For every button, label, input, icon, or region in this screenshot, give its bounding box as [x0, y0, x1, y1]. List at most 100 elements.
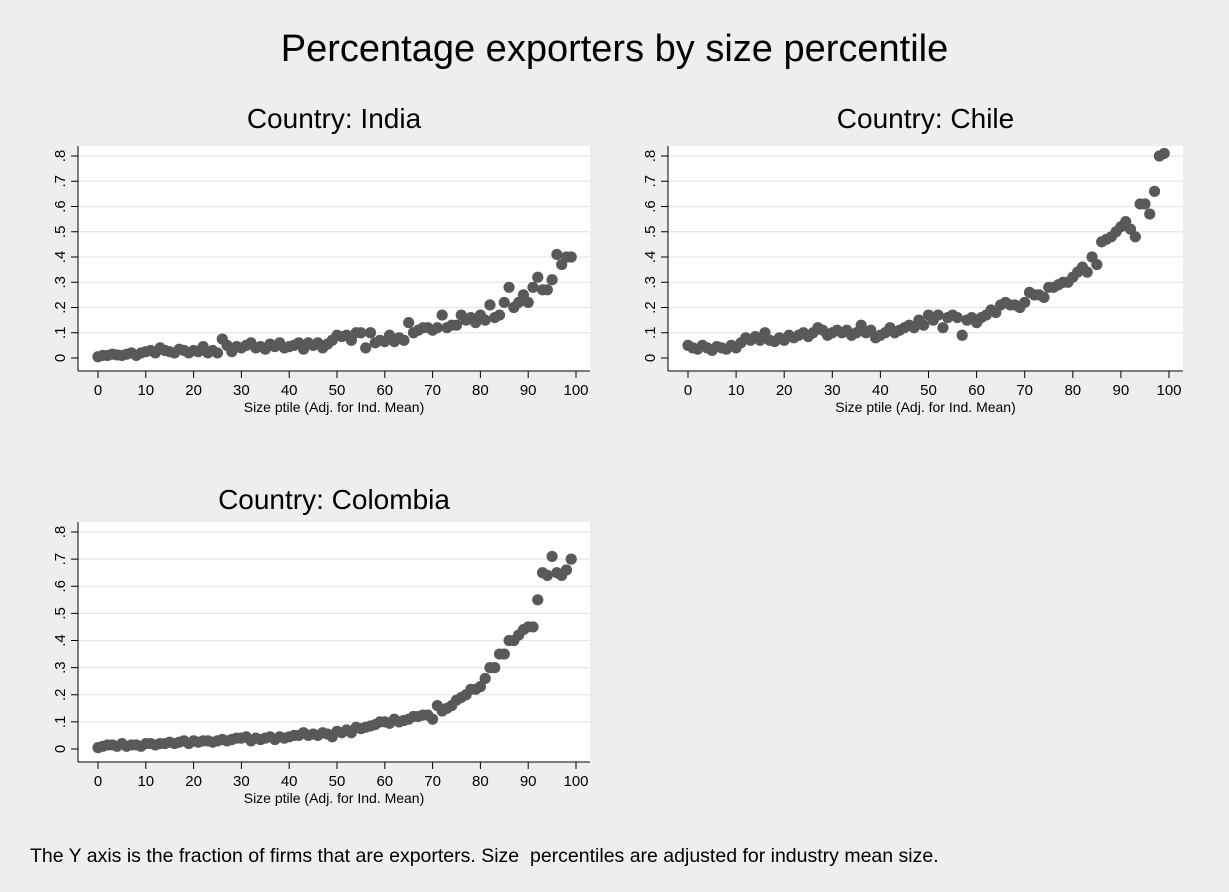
panel-title-colombia: Country: Colombia: [218, 484, 450, 515]
x-tick-label-chile-5: 50: [920, 382, 937, 399]
y-tick-label-india-0: 0: [52, 354, 69, 362]
point-chile-93: [1129, 231, 1141, 243]
x-tick-label-india-3: 30: [233, 382, 250, 399]
point-chile-96: [1144, 208, 1156, 220]
y-tick-label-colombia-7: .7: [52, 553, 69, 566]
point-chile-83: [1081, 266, 1093, 278]
x-tick-label-india-6: 60: [376, 382, 393, 399]
point-chile-49: [918, 319, 930, 331]
y-tick-label-colombia-6: .6: [52, 580, 69, 593]
y-tick-label-colombia-4: .4: [52, 634, 69, 647]
panel-title-india: Country: India: [247, 103, 422, 134]
x-axis-title-colombia: Size ptile (Adj. for Ind. Mean): [244, 790, 425, 806]
x-tick-label-colombia-0: 0: [94, 773, 102, 790]
y-tick-label-chile-2: .2: [642, 301, 659, 314]
x-tick-label-india-0: 0: [94, 382, 102, 399]
x-tick-label-colombia-1: 10: [137, 773, 154, 790]
x-tick-label-colombia-5: 50: [329, 773, 346, 790]
point-chile-85: [1091, 258, 1103, 271]
point-india-94: [541, 284, 553, 296]
y-tick-label-colombia-5: .5: [52, 607, 69, 620]
point-india-56: [360, 342, 372, 354]
y-tick-label-india-8: .8: [52, 150, 69, 163]
point-colombia-94: [541, 569, 553, 582]
x-tick-label-india-5: 50: [329, 382, 346, 399]
point-chile-99: [1158, 147, 1170, 160]
point-india-84: [493, 309, 506, 321]
x-tick-label-chile-2: 20: [776, 382, 793, 399]
x-tick-label-chile-8: 80: [1064, 382, 1081, 399]
point-india-82: [484, 299, 496, 311]
x-tick-label-colombia-10: 100: [563, 773, 588, 790]
x-tick-label-colombia-7: 70: [424, 773, 441, 790]
point-colombia-70: [427, 713, 439, 725]
y-tick-label-colombia-0: 0: [52, 745, 69, 753]
y-tick-label-chile-4: .4: [642, 251, 659, 264]
x-tick-label-colombia-3: 30: [233, 773, 250, 790]
point-india-75: [450, 319, 463, 331]
y-tick-label-colombia-3: .3: [52, 661, 69, 674]
point-chile-52: [932, 309, 944, 321]
chart-india: 0 .1 .2 .3 .4 .5 .6 .7 .8 0 10 20 30 40 50 60 70 80 90 100 S…: [52, 103, 590, 415]
point-india-91: [527, 281, 539, 293]
point-colombia-92: [532, 594, 544, 606]
point-india-86: [503, 281, 515, 293]
x-tick-label-india-9: 90: [520, 382, 537, 399]
y-tick-label-india-4: .4: [52, 251, 69, 264]
figure-caption: The Y axis is the fraction of firms that…: [30, 845, 939, 867]
x-tick-label-chile-0: 0: [684, 382, 692, 399]
point-india-99: [565, 251, 577, 263]
point-chile-70: [1019, 296, 1031, 309]
point-colombia-99: [565, 553, 577, 565]
chart-colombia: 0 .1 .2 .3 .4 .5 .6 .7 .8 0 10 20 30 40 50 60 70 80 90 100 S…: [52, 484, 590, 806]
y-tick-label-india-6: .6: [52, 200, 69, 213]
x-tick-label-chile-10: 100: [1156, 382, 1181, 399]
point-india-57: [364, 327, 377, 339]
panel-title-chile: Country: Chile: [837, 103, 1014, 134]
point-india-90: [522, 296, 534, 309]
y-tick-label-colombia-1: .1: [52, 716, 69, 729]
point-chile-57: [956, 329, 968, 341]
x-tick-label-chile-6: 60: [968, 382, 985, 399]
point-chile-56: [951, 312, 963, 324]
y-tick-label-chile-7: .7: [642, 175, 659, 188]
x-axis-title-chile: Size ptile (Adj. for Ind. Mean): [835, 399, 1016, 415]
x-tick-label-india-1: 10: [137, 382, 154, 399]
point-india-55: [355, 327, 367, 339]
x-tick-label-chile-7: 70: [1016, 382, 1033, 399]
y-tick-label-chile-0: 0: [642, 354, 659, 362]
y-tick-label-india-1: .1: [52, 326, 69, 339]
x-tick-label-india-8: 80: [472, 382, 489, 399]
point-colombia-80: [474, 681, 486, 693]
x-tick-label-colombia-9: 90: [520, 773, 537, 790]
y-tick-label-chile-6: .6: [642, 200, 659, 213]
x-tick-label-colombia-2: 20: [185, 773, 202, 790]
point-colombia-83: [489, 662, 501, 674]
point-colombia-95: [546, 550, 558, 563]
x-tick-label-chile-1: 10: [728, 382, 745, 399]
y-tick-label-chile-8: .8: [642, 150, 659, 163]
x-tick-label-colombia-4: 40: [281, 773, 298, 790]
point-india-96: [551, 248, 563, 261]
y-tick-label-chile-1: .1: [642, 326, 659, 339]
y-tick-label-india-3: .3: [52, 276, 69, 289]
y-tick-label-india-5: .5: [52, 225, 69, 238]
point-chile-97: [1148, 185, 1161, 197]
x-tick-label-chile-4: 40: [872, 382, 889, 399]
point-chile-53: [937, 322, 949, 334]
y-tick-label-chile-5: .5: [642, 225, 659, 238]
x-axis-title-india: Size ptile (Adj. for Ind. Mean): [244, 399, 425, 415]
x-tick-label-india-10: 100: [563, 382, 588, 399]
x-tick-label-india-7: 70: [424, 382, 441, 399]
point-india-85: [498, 296, 510, 309]
x-tick-label-colombia-6: 60: [376, 773, 393, 790]
y-tick-label-colombia-8: .8: [52, 526, 69, 539]
point-india-95: [546, 274, 558, 286]
point-india-92: [532, 271, 544, 283]
x-tick-label-india-4: 40: [281, 382, 298, 399]
point-india-64: [398, 334, 410, 346]
y-tick-label-india-2: .2: [52, 301, 69, 314]
point-colombia-91: [527, 621, 539, 633]
chart-chile: 0 .1 .2 .3 .4 .5 .6 .7 .8 0 10 20 30 40 50 60 70 80 90 100 S…: [642, 103, 1183, 415]
